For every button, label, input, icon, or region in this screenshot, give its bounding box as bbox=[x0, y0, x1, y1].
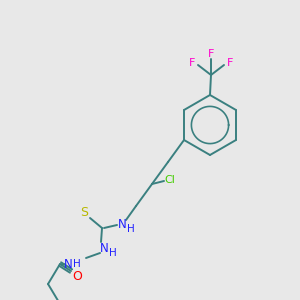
Text: N: N bbox=[64, 257, 72, 271]
Text: Cl: Cl bbox=[165, 175, 176, 185]
Text: F: F bbox=[227, 58, 233, 68]
Text: S: S bbox=[80, 206, 88, 218]
Text: N: N bbox=[100, 242, 108, 254]
Text: F: F bbox=[208, 49, 214, 59]
Text: H: H bbox=[109, 248, 117, 258]
Text: H: H bbox=[73, 259, 81, 269]
Text: O: O bbox=[72, 269, 82, 283]
Text: H: H bbox=[127, 224, 135, 234]
Text: N: N bbox=[118, 218, 126, 230]
Text: F: F bbox=[189, 58, 195, 68]
